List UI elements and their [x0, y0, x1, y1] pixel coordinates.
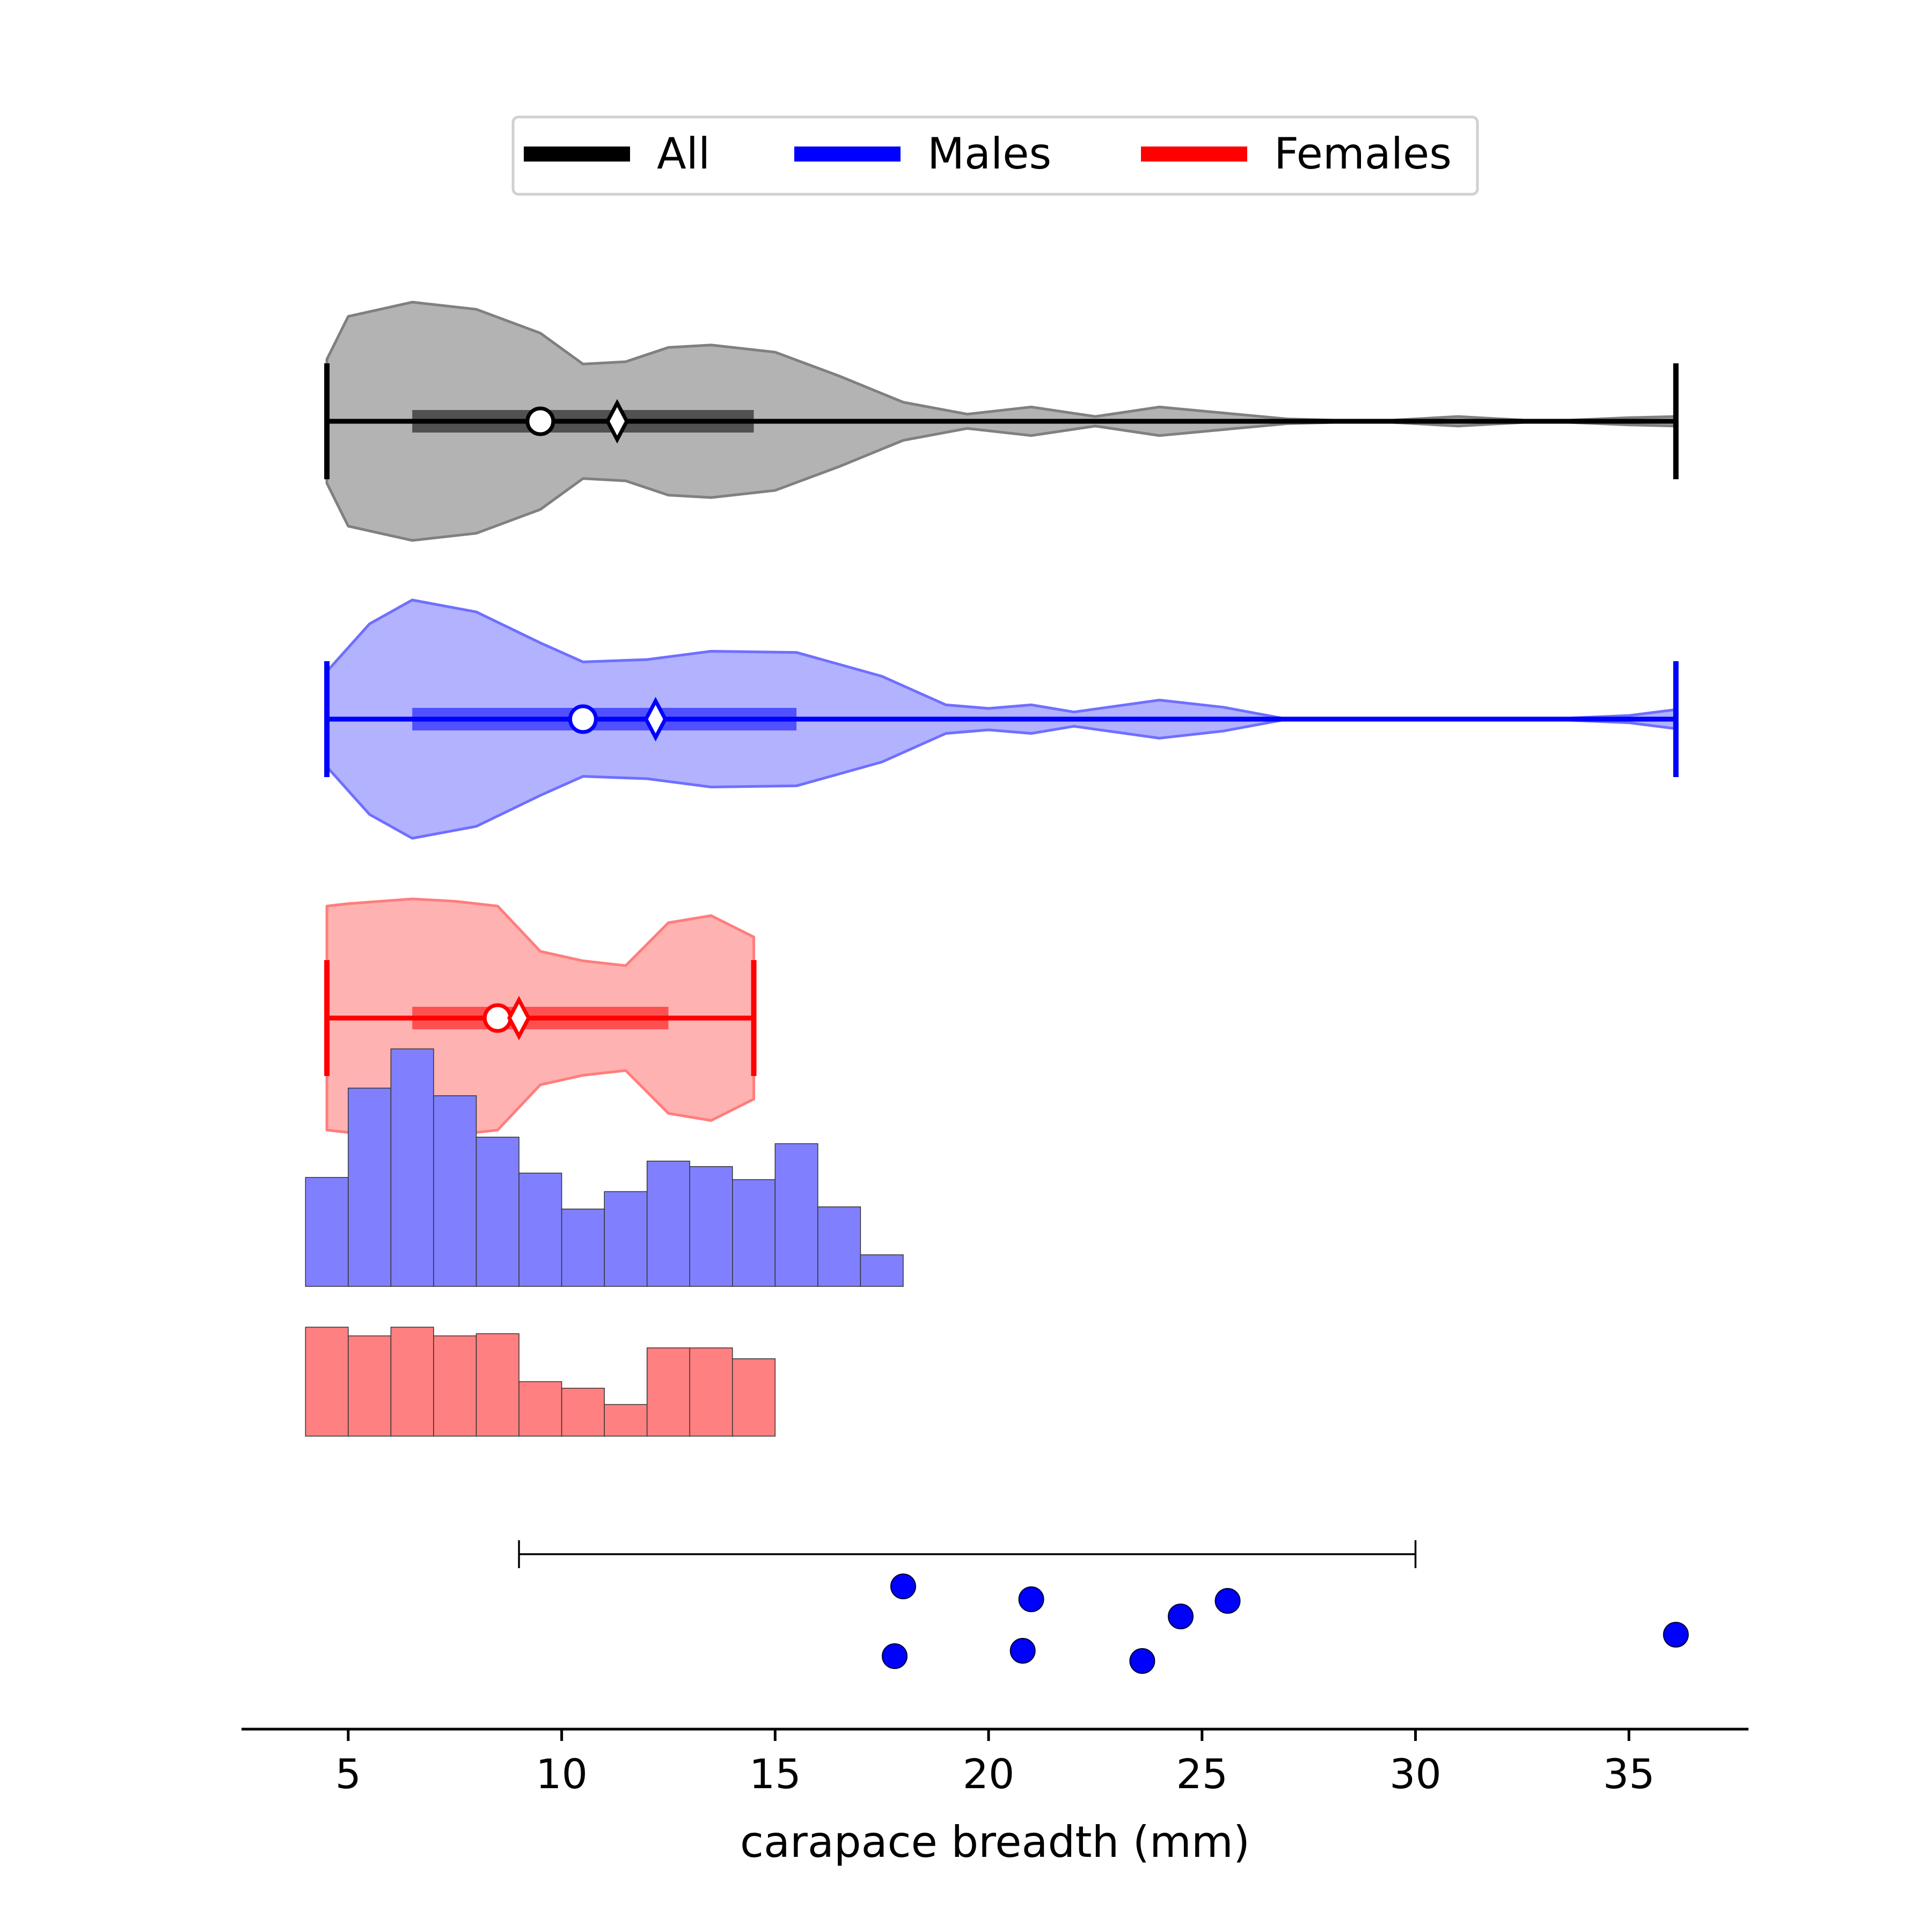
x-tick-label: 15: [749, 1750, 801, 1798]
hist-bar-males: [860, 1254, 904, 1287]
hist-bar-females: [348, 1335, 392, 1437]
hist-bar-males: [390, 1048, 434, 1287]
iqr-bar-females: [412, 1007, 669, 1029]
mean-marker-females: [507, 996, 531, 1041]
legend-label-all: All: [657, 129, 710, 179]
x-axis: 5 10 15 20 25 30 35: [241, 1728, 1748, 1798]
hist-bar-females: [433, 1335, 477, 1437]
x-tick-label: 35: [1603, 1750, 1655, 1798]
hist-bar-males: [561, 1209, 605, 1287]
x-tick-label: 30: [1389, 1750, 1441, 1798]
hist-bar-males: [604, 1191, 648, 1287]
hist-bar-males: [433, 1095, 477, 1287]
hist-bar-males: [817, 1206, 861, 1287]
mean-marker-males: [643, 697, 668, 742]
mean-marker-all: [605, 399, 629, 444]
hist-bar-males: [305, 1177, 349, 1287]
strip-point: [1214, 1588, 1241, 1614]
hist-bar-males: [774, 1143, 818, 1287]
histogram-females: [305, 1327, 776, 1437]
hist-bar-females: [305, 1327, 349, 1437]
iqr-bar-all: [412, 410, 754, 433]
strip-point: [1129, 1648, 1155, 1674]
x-tick-label: 20: [963, 1750, 1015, 1798]
hist-bar-males: [732, 1179, 776, 1287]
strip-point: [1018, 1586, 1044, 1612]
violins-layer: [324, 301, 1679, 1139]
hist-bar-females: [604, 1404, 648, 1437]
hist-bar-females: [732, 1358, 776, 1437]
x-tick-label: 10: [536, 1750, 588, 1798]
hist-bar-females: [646, 1347, 690, 1437]
hist-bar-females: [475, 1333, 519, 1437]
hist-bar-females: [390, 1327, 434, 1437]
strip-point: [882, 1643, 908, 1669]
median-marker-all: [525, 406, 555, 436]
hist-bar-males: [518, 1173, 562, 1287]
x-tick-label: 25: [1176, 1750, 1228, 1798]
range-bar: [518, 1540, 1417, 1568]
median-marker-females: [482, 1003, 513, 1033]
hist-bar-females: [561, 1387, 605, 1437]
iqr-bar-males: [412, 708, 797, 730]
hist-bar-males: [689, 1166, 733, 1287]
legend: All Males Females: [511, 115, 1479, 196]
violin-all: [324, 301, 1679, 542]
x-tick-label: 5: [335, 1750, 361, 1798]
strip-point: [1663, 1622, 1689, 1648]
hist-bar-males: [646, 1160, 690, 1287]
hist-bar-females: [518, 1381, 562, 1437]
median-marker-males: [568, 704, 598, 734]
strip-point: [1168, 1604, 1194, 1629]
strip-point: [1009, 1638, 1036, 1664]
histogram-males: [305, 1048, 904, 1287]
violin-males: [324, 598, 1679, 840]
histograms-layer: [305, 1048, 904, 1437]
strip-point: [890, 1574, 916, 1599]
legend-label-females: Females: [1274, 129, 1452, 179]
hist-bar-males: [475, 1137, 519, 1287]
hist-bar-females: [689, 1347, 733, 1437]
legend-frame: [511, 115, 1479, 196]
x-axis-label: carapace breadth (mm): [740, 1817, 1250, 1867]
hist-bar-males: [348, 1087, 392, 1287]
strip-points-layer: [518, 1540, 1689, 1674]
legend-label-males: Males: [927, 129, 1051, 179]
